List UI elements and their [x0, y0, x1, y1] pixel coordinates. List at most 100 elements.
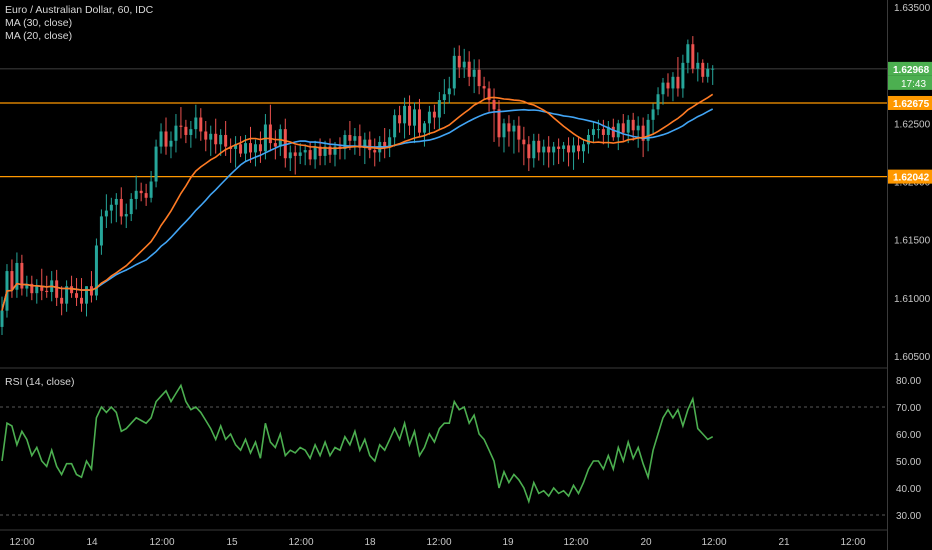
candle-body[interactable] [403, 105, 407, 124]
candle-body[interactable] [45, 290, 49, 293]
candle-body[interactable] [527, 144, 531, 159]
legend-ma30[interactable]: MA (30, close) [5, 17, 73, 29]
legend-rsi[interactable]: RSI (14, close) [5, 376, 75, 388]
candle-body[interactable] [288, 152, 292, 159]
candle-body[interactable] [512, 125, 516, 132]
candle-body[interactable] [462, 61, 466, 68]
candle-body[interactable] [417, 109, 421, 133]
candle-body[interactable] [393, 115, 397, 138]
candle-body[interactable] [348, 134, 352, 141]
candle-body[interactable] [681, 62, 685, 89]
candle-body[interactable] [164, 131, 168, 147]
candle-body[interactable] [224, 134, 228, 147]
candle-body[interactable] [268, 124, 272, 144]
legend-ma20[interactable]: MA (20, close) [5, 30, 73, 42]
candle-body[interactable] [20, 262, 24, 289]
candle-body[interactable] [40, 286, 44, 291]
candle-body[interactable] [129, 198, 133, 215]
time-axis[interactable]: 12:00 14 12:00 15 12:00 18 12:00 19 12:00 20 12:00… [9, 537, 865, 548]
candle-body[interactable] [552, 146, 556, 153]
candle-body[interactable] [358, 136, 362, 148]
candle-body[interactable] [601, 129, 605, 135]
candle-body[interactable] [169, 140, 173, 147]
candle-body[interactable] [219, 134, 223, 145]
candle-body[interactable] [641, 125, 645, 141]
candle-body[interactable] [557, 146, 561, 149]
candle-body[interactable] [427, 111, 431, 124]
candle-body[interactable] [363, 139, 367, 148]
candle-body[interactable] [701, 62, 705, 77]
candle-body[interactable] [631, 119, 635, 131]
candle-body[interactable] [567, 145, 571, 153]
candle-body[interactable] [492, 100, 496, 110]
candle-body[interactable] [249, 143, 252, 153]
candle-body[interactable] [134, 190, 138, 199]
candle-body[interactable] [368, 139, 372, 151]
candle-body[interactable] [398, 115, 402, 124]
candle-body[interactable] [596, 129, 600, 131]
candle-body[interactable] [104, 210, 108, 217]
candle-body[interactable] [25, 283, 29, 289]
candle-body[interactable] [204, 131, 208, 140]
candle-body[interactable] [487, 88, 491, 101]
candle-body[interactable] [253, 144, 257, 153]
candle-body[interactable] [80, 297, 84, 304]
candle-body[interactable] [621, 123, 625, 133]
candle-body[interactable] [124, 214, 128, 217]
candle-body[interactable] [477, 69, 481, 87]
candle-body[interactable] [656, 94, 660, 110]
candle-body[interactable] [353, 136, 357, 141]
candle-body[interactable] [159, 131, 163, 147]
candle-body[interactable] [184, 126, 188, 135]
candle-body[interactable] [606, 126, 610, 135]
candle-body[interactable] [84, 286, 88, 304]
candle-body[interactable] [482, 86, 486, 89]
candle-body[interactable] [457, 55, 461, 68]
candle-body[interactable] [60, 297, 64, 304]
candle-body[interactable] [139, 190, 143, 194]
candle-body[interactable] [651, 109, 655, 120]
candle-body[interactable] [239, 144, 243, 154]
candle-body[interactable] [298, 152, 302, 156]
candle-body[interactable] [109, 204, 113, 211]
candle-body[interactable] [691, 44, 695, 69]
candle-body[interactable] [199, 117, 203, 132]
candle-body[interactable] [437, 100, 441, 118]
candle-body[interactable] [258, 144, 262, 152]
candle-body[interactable] [517, 125, 521, 140]
symbol-title[interactable]: Euro / Australian Dollar, 60, IDC [5, 4, 154, 16]
candle-body[interactable] [333, 146, 337, 155]
candle-body[interactable] [676, 76, 680, 89]
candle-body[interactable] [189, 129, 193, 135]
candle-body[interactable] [522, 139, 526, 145]
candle-body[interactable] [611, 126, 615, 138]
candle-body[interactable] [661, 82, 665, 95]
candle-body[interactable] [577, 145, 581, 152]
candle-body[interactable] [214, 133, 218, 145]
candle-body[interactable] [273, 143, 277, 147]
candle-body[interactable] [303, 150, 307, 153]
candle-body[interactable] [194, 117, 198, 130]
candle-body[interactable] [313, 146, 317, 160]
candle-body[interactable] [646, 119, 650, 141]
candle-body[interactable] [472, 69, 476, 77]
candle-body[interactable] [547, 146, 551, 153]
candle-body[interactable] [174, 125, 178, 141]
candle-body[interactable] [467, 61, 471, 77]
candle-body[interactable] [537, 140, 541, 153]
candle-body[interactable] [308, 150, 312, 160]
candle-body[interactable] [532, 140, 536, 159]
candle-body[interactable] [636, 125, 640, 131]
candle-body[interactable] [55, 280, 59, 298]
candle-body[interactable] [99, 216, 103, 246]
candle-body[interactable] [0, 310, 4, 327]
candle-body[interactable] [35, 286, 39, 294]
candle-body[interactable] [383, 141, 387, 147]
candle-body[interactable] [70, 286, 74, 294]
candle-body[interactable] [149, 181, 153, 198]
candle-body[interactable] [711, 68, 715, 70]
candle-body[interactable] [422, 123, 426, 133]
candle-body[interactable] [696, 62, 700, 69]
candle-body[interactable] [75, 293, 79, 298]
candle-body[interactable] [323, 146, 327, 156]
